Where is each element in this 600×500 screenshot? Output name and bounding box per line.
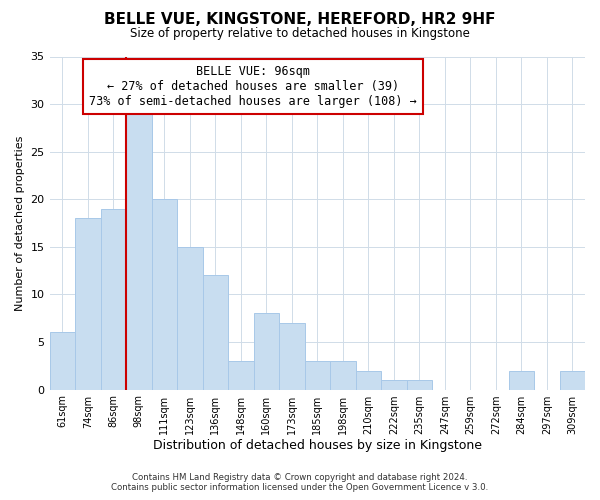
- Bar: [381, 380, 407, 390]
- Bar: [177, 247, 203, 390]
- Bar: [101, 209, 126, 390]
- Bar: [509, 370, 534, 390]
- Text: BELLE VUE, KINGSTONE, HEREFORD, HR2 9HF: BELLE VUE, KINGSTONE, HEREFORD, HR2 9HF: [104, 12, 496, 28]
- Y-axis label: Number of detached properties: Number of detached properties: [15, 136, 25, 310]
- Bar: [279, 323, 305, 390]
- Bar: [330, 361, 356, 390]
- Bar: [305, 361, 330, 390]
- Bar: [356, 370, 381, 390]
- X-axis label: Distribution of detached houses by size in Kingstone: Distribution of detached houses by size …: [153, 440, 482, 452]
- Bar: [560, 370, 585, 390]
- Bar: [254, 314, 279, 390]
- Bar: [75, 218, 101, 390]
- Bar: [228, 361, 254, 390]
- Bar: [203, 276, 228, 390]
- Bar: [407, 380, 432, 390]
- Text: Contains HM Land Registry data © Crown copyright and database right 2024.
Contai: Contains HM Land Registry data © Crown c…: [112, 473, 488, 492]
- Bar: [50, 332, 75, 390]
- Text: Size of property relative to detached houses in Kingstone: Size of property relative to detached ho…: [130, 28, 470, 40]
- Bar: [152, 199, 177, 390]
- Text: BELLE VUE: 96sqm
← 27% of detached houses are smaller (39)
73% of semi-detached : BELLE VUE: 96sqm ← 27% of detached house…: [89, 65, 417, 108]
- Bar: [126, 114, 152, 390]
